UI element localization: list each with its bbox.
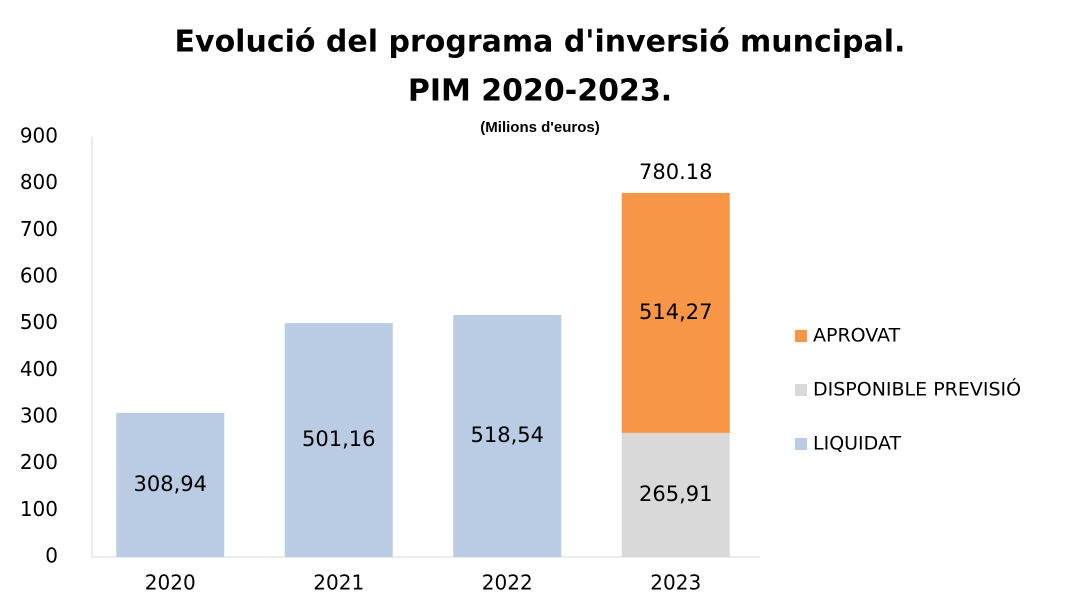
y-tick-label: 600 — [20, 264, 58, 288]
bar — [284, 323, 393, 557]
y-tick-label: 0 — [45, 544, 58, 568]
bar — [116, 412, 225, 557]
x-tick-label: 2021 — [313, 571, 364, 595]
legend-swatch — [795, 438, 807, 450]
y-tick-label: 100 — [20, 497, 58, 521]
x-tick-label: 2022 — [482, 571, 533, 595]
bar — [621, 432, 730, 557]
chart-title: PIM 2020-2023. — [408, 74, 672, 109]
chart-subtitle: (Milions d'euros) — [480, 119, 599, 136]
y-tick-label: 200 — [20, 450, 58, 474]
legend-swatch — [795, 384, 807, 396]
y-tick-label: 500 — [20, 310, 58, 334]
legend-label: LIQUIDAT — [813, 433, 901, 455]
y-tick-label: 300 — [20, 404, 58, 428]
data-label: 308,94 — [134, 472, 207, 496]
data-label: 514,27 — [639, 300, 712, 324]
x-tick-label: 2020 — [145, 571, 196, 595]
y-tick-label: 400 — [20, 357, 58, 381]
data-label: 265,91 — [639, 482, 712, 506]
y-tick-label: 800 — [20, 170, 58, 194]
chart-title: Evolució del programa d'inversió muncipa… — [175, 25, 906, 60]
data-label: 518,54 — [471, 423, 544, 447]
legend-label: APROVAT — [813, 325, 901, 347]
bar — [453, 315, 562, 557]
y-tick-label: 900 — [20, 124, 58, 148]
legend-swatch — [795, 330, 807, 342]
bar — [621, 192, 730, 433]
total-label: 780.18 — [639, 160, 712, 184]
x-tick-label: 2023 — [650, 571, 701, 595]
data-label: 501,16 — [302, 427, 375, 451]
y-tick-label: 700 — [20, 217, 58, 241]
legend-label: DISPONIBLE PREVISIÓ — [813, 377, 1021, 401]
